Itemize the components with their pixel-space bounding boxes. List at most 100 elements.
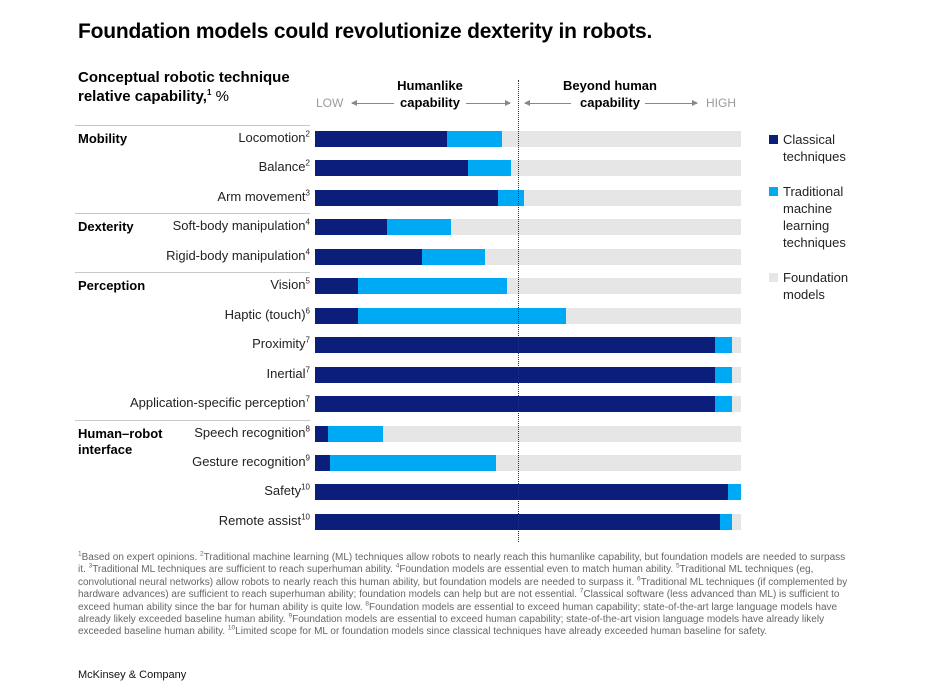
bar-segment-traditional_ml xyxy=(357,307,567,324)
legend-label: Classical techniques xyxy=(783,131,846,165)
legend-label-line: Classical xyxy=(783,132,836,147)
bar-segment-classical xyxy=(315,248,422,265)
category-footnote-ref: 5 xyxy=(305,276,310,286)
bar-segment-classical xyxy=(315,425,328,442)
subtitle-unit: % xyxy=(215,88,229,105)
region-humanlike-line2: capability xyxy=(400,95,460,110)
region-humanlike-line1: Humanlike xyxy=(397,78,463,93)
bar-segment-foundation xyxy=(496,454,741,471)
group-separator xyxy=(75,213,310,215)
region-beyond-label: Beyond human capability xyxy=(545,77,675,111)
region-beyond-line1: Beyond human xyxy=(563,78,657,93)
bar-segment-traditional_ml xyxy=(498,189,524,206)
bar-segment-traditional_ml xyxy=(327,425,384,442)
footnote-text: Based on expert opinions. xyxy=(81,552,201,563)
category-footnote-ref: 10 xyxy=(301,483,310,493)
category-label-text: Balance xyxy=(258,159,306,175)
footnote-text: Classical software (less advanced than M… xyxy=(78,589,840,613)
category-label: Haptic (touch)6 xyxy=(10,307,310,322)
group-separator xyxy=(75,125,310,126)
region-humanlike-label: Humanlike capability xyxy=(380,77,480,111)
category-footnote-ref: 7 xyxy=(305,335,310,345)
group-label: Mobility xyxy=(78,131,127,147)
bar-segment-classical xyxy=(315,337,716,354)
legend-label-line: techniques xyxy=(783,235,846,250)
arrow-left-beyond xyxy=(524,100,571,106)
footnote-number: 2 xyxy=(200,550,204,558)
bar-segment-traditional_ml xyxy=(447,131,503,147)
group-label: Dexterity xyxy=(78,219,134,235)
category-footnote-ref: 6 xyxy=(305,306,310,316)
footnote-number: 3 xyxy=(88,563,93,571)
category-label-text: Proximity xyxy=(252,336,306,352)
bar-segment-classical xyxy=(315,366,716,383)
arrow-right-humanlike xyxy=(466,100,511,106)
group-label-line: Perception xyxy=(78,278,146,294)
group-label-line: Human–robot xyxy=(78,425,163,441)
bar-segment-foundation xyxy=(732,396,741,413)
group-label-line: Mobility xyxy=(78,131,128,146)
region-beyond-line2: capability xyxy=(580,95,640,110)
category-label: Rigid-body manipulation4 xyxy=(10,248,310,263)
bar-segment-classical xyxy=(315,513,720,530)
bar-segment-classical xyxy=(315,454,330,471)
group-label: Human–robot interface xyxy=(78,426,163,458)
bar-segment-classical xyxy=(315,484,729,501)
footnote-number: 6 xyxy=(637,575,641,583)
category-footnote-ref: 4 xyxy=(305,247,310,257)
footnote-number: 9 xyxy=(288,612,293,620)
legend-swatch xyxy=(769,135,778,144)
category-label-text: Locomotion xyxy=(238,130,306,145)
bar-segment-classical xyxy=(315,307,358,324)
category-label: Application-specific perception7 xyxy=(10,395,310,410)
category-label: Vision5 xyxy=(10,277,310,292)
footnote-text: Limited scope for ML or foundation model… xyxy=(235,626,768,638)
bar-segment-classical xyxy=(315,131,448,147)
bar-segment-classical xyxy=(315,278,358,295)
footnote-text: Traditional ML tech­niques (if complemen… xyxy=(78,576,848,601)
bar-segment-traditional_ml xyxy=(719,513,733,530)
bar-segment-foundation xyxy=(485,248,741,265)
human-ability-threshold-line xyxy=(518,80,520,543)
footnote-text: Foundation models are essential even to … xyxy=(399,564,676,576)
bar-segment-traditional_ml xyxy=(715,337,733,354)
bar-segment-foundation xyxy=(510,160,741,177)
category-label-text: Gesture recognition xyxy=(192,453,306,469)
bar-segment-traditional_ml xyxy=(357,278,507,295)
group-label-line: interface xyxy=(78,441,133,457)
bar-segment-traditional_ml xyxy=(468,160,511,177)
subtitle-text: Conceptual robotic technique relative ca… xyxy=(78,69,290,105)
bar-segment-traditional_ml xyxy=(715,366,733,383)
category-label: Proximity7 xyxy=(10,336,310,351)
footnote-text: Foundation models are essential to excee… xyxy=(78,614,825,638)
category-footnote-ref: 7 xyxy=(305,394,310,404)
legend-label-line: Traditional xyxy=(783,184,844,199)
arrow-right-high xyxy=(645,100,698,106)
category-label-text: Safety xyxy=(264,483,302,499)
bar-segment-foundation xyxy=(506,278,741,295)
bar-segment-foundation xyxy=(732,513,741,530)
axis-low-label: LOW xyxy=(316,96,344,110)
bar-segment-traditional_ml xyxy=(387,219,452,236)
legend-label-line: models xyxy=(783,287,825,302)
legend-label: Foundation models xyxy=(783,269,848,303)
bar-segment-foundation xyxy=(383,425,741,442)
category-label-text: Remote assist xyxy=(218,512,302,528)
category-label: Soft-body manipulation4 xyxy=(10,218,310,233)
bar-segment-classical xyxy=(315,189,499,206)
footnote-text: Traditional machine learning (ML) techni… xyxy=(78,552,846,576)
bar-segment-foundation xyxy=(523,189,741,206)
footnote-text: Traditional ML techniques are sufficient… xyxy=(92,564,396,576)
group-label: Perception xyxy=(78,278,145,294)
footnote-text: Foundation models are essential to excee… xyxy=(78,601,838,626)
legend-label-line: learning xyxy=(783,218,830,233)
category-label: Arm movement3 xyxy=(10,189,310,204)
category-label: Gesture recognition9 xyxy=(10,454,310,469)
brand-name: McKinsey & Company xyxy=(78,669,187,681)
footnote-number: 10 xyxy=(227,625,236,633)
bar-segment-traditional_ml xyxy=(329,454,497,471)
bar-segment-foundation xyxy=(566,307,741,324)
bar-segment-foundation xyxy=(732,366,741,383)
category-footnote-ref: 8 xyxy=(305,424,310,434)
footnote-number: 5 xyxy=(675,563,680,571)
